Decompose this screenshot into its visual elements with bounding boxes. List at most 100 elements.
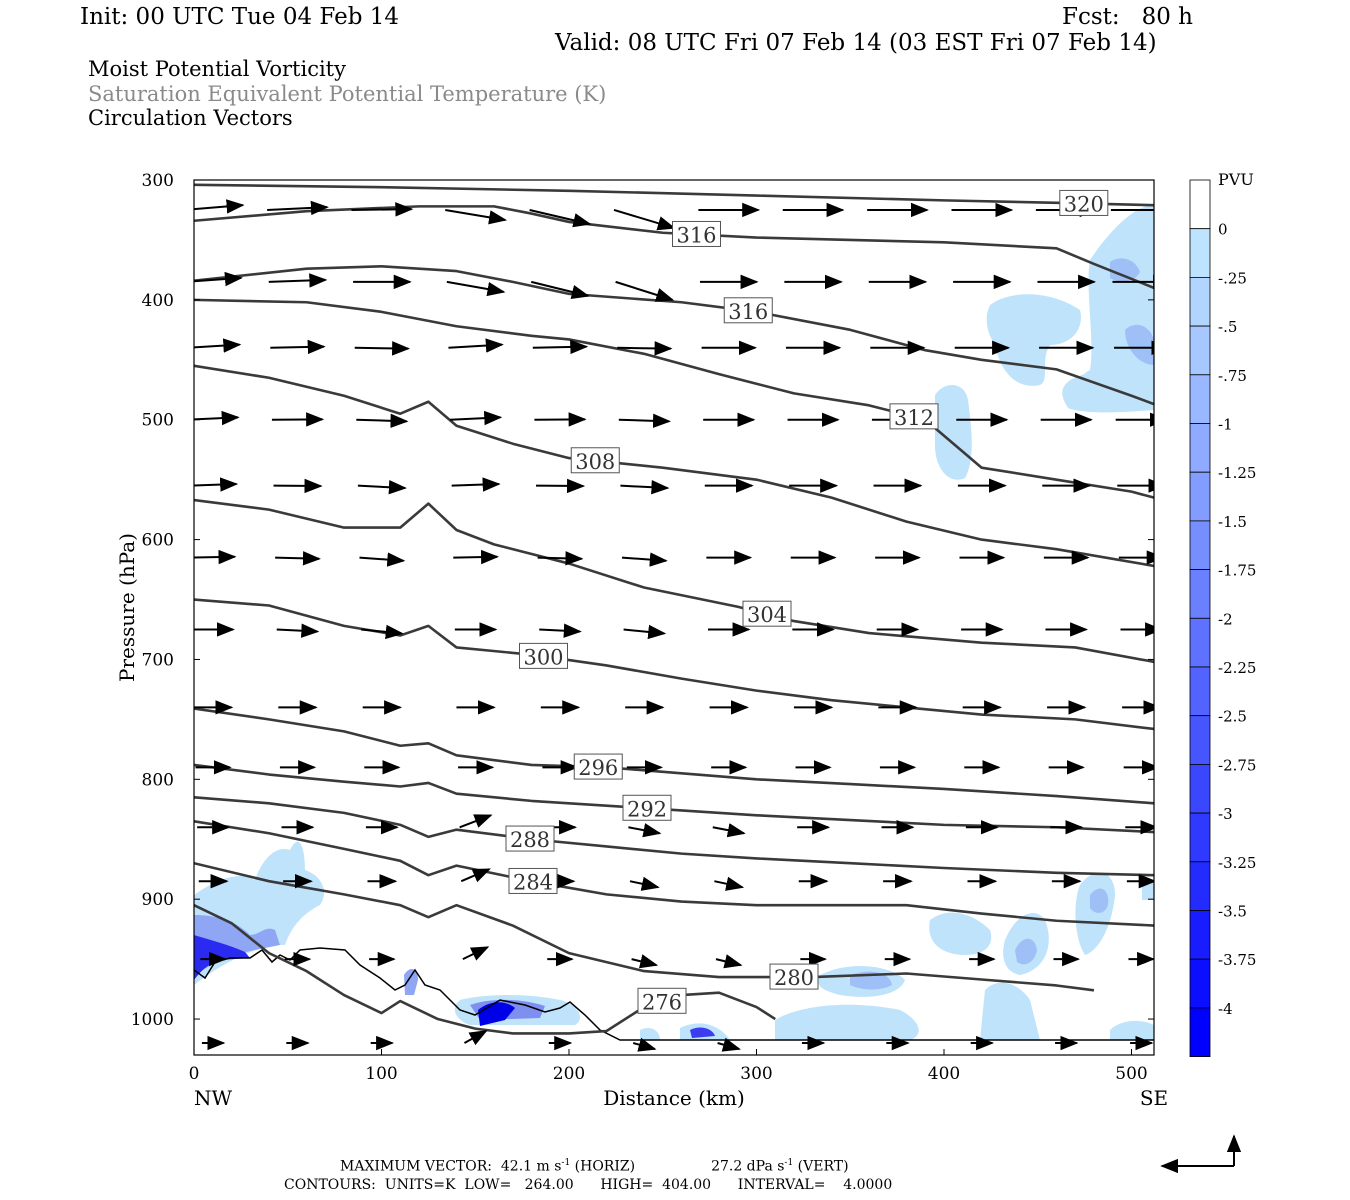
theta-e-contour	[194, 763, 1154, 834]
colorbar-level-label: -2.75	[1218, 756, 1256, 774]
circulation-vector	[453, 549, 500, 565]
circulation-vector	[613, 209, 676, 231]
colorbar-swatch	[1189, 617, 1211, 668]
circulation-vector	[462, 946, 490, 961]
x-tick-label: 200	[553, 1064, 585, 1084]
circulation-vector	[628, 823, 662, 838]
valid-time: Valid: 08 UTC Fri 07 Feb 14 (03 EST Fri …	[555, 30, 1157, 56]
max-vert-value: 27.2 dPa s	[711, 1158, 785, 1175]
x-tick-label: 500	[1115, 1064, 1147, 1084]
theta-e-contour	[194, 707, 1154, 805]
colorbar-swatch	[1189, 764, 1211, 814]
circulation-vector	[450, 410, 503, 426]
circulation-vector	[712, 823, 746, 838]
exp-superscript-2: -1	[784, 1158, 794, 1168]
colorbar-level-label: -1.5	[1218, 513, 1247, 531]
contour-label: 300	[523, 645, 563, 669]
colorbar-level-label: -2.5	[1218, 708, 1247, 726]
contour-label-box	[637, 987, 687, 1014]
x-tick-label: 0	[189, 1064, 200, 1084]
colorbar-swatch	[1189, 179, 1211, 230]
plot-frame	[193, 179, 1155, 1056]
x-tick-label: 400	[928, 1064, 960, 1084]
colorbar-swatch	[1189, 569, 1211, 619]
x-tick-label: 300	[740, 1064, 772, 1084]
theta-e-contour	[194, 819, 1154, 927]
colorbar-level-label: -4	[1218, 1000, 1233, 1018]
theta-e-contour	[194, 183, 1154, 207]
contour-label-box	[1059, 189, 1109, 216]
circulation-vector	[631, 954, 659, 969]
exp-superscript: -1	[561, 1158, 571, 1168]
contour-label-box	[508, 867, 558, 894]
colorbar-swatch	[1189, 958, 1211, 1009]
contour-label-box	[573, 753, 623, 780]
circulation-vector	[539, 623, 582, 638]
contour-label-box	[723, 297, 773, 324]
y-tick-label: 800	[142, 770, 174, 790]
circulation-vector	[618, 413, 671, 429]
colorbar-swatch	[1189, 423, 1211, 473]
colorbar-swatch	[1189, 471, 1211, 522]
circulation-vector	[267, 200, 329, 216]
y-tick-label: 500	[142, 411, 174, 431]
y-tick-label: 900	[142, 890, 174, 910]
colorbar-swatch	[1189, 812, 1211, 863]
circulation-vector	[451, 477, 501, 492]
theta-e-contour	[194, 265, 1154, 406]
contour-label: 316	[728, 300, 768, 324]
circulation-vector	[354, 341, 411, 356]
circulation-vector	[632, 1037, 657, 1052]
circulation-vector	[194, 549, 237, 565]
theta-e-contour	[194, 364, 1154, 568]
colorbar-swatch	[1189, 374, 1211, 424]
circulation-vector	[621, 552, 668, 567]
contour-label-box	[889, 403, 939, 430]
contour-label: 312	[894, 406, 934, 430]
colorbar-level-label: -3.25	[1218, 854, 1256, 872]
colorbar-unit: PVU	[1218, 170, 1254, 189]
contour-label-box	[769, 963, 819, 990]
circulation-vector	[194, 271, 243, 287]
contour-label: 292	[627, 797, 667, 821]
circulation-vector	[194, 199, 245, 214]
circulation-vector	[715, 954, 743, 969]
contour-label: 308	[575, 450, 615, 474]
contour-label-box	[672, 220, 721, 247]
init-time: Init: 00 UTC Tue 04 Feb 14	[80, 4, 400, 30]
field-title-vectors: Circulation Vectors	[88, 106, 293, 130]
circulation-vector	[714, 876, 745, 891]
field-title-mpv: Moist Potential Vorticity	[88, 57, 346, 81]
circulation-vector	[529, 208, 592, 228]
colorbar-level-label: -.5	[1218, 318, 1237, 336]
pv-shading	[194, 205, 1154, 1040]
circulation-vector	[445, 208, 508, 225]
theta-e-contour	[194, 205, 1154, 290]
terrain-outline	[194, 947, 1154, 1041]
reference-vector	[1160, 1134, 1242, 1174]
circulation-vector	[194, 477, 239, 492]
theta-e-contour	[194, 795, 1154, 877]
circulation-vector	[357, 480, 407, 495]
circulation-vector	[351, 202, 414, 217]
x-end-label-se: SE	[1140, 1086, 1168, 1110]
circulation-vector	[620, 480, 670, 495]
contour-label: 320	[1064, 192, 1104, 216]
colorbar-level-label: -2.25	[1218, 659, 1256, 677]
y-tick-label: 700	[142, 650, 174, 670]
contour-label-box	[570, 447, 620, 474]
colorbar-level-label: -.75	[1218, 367, 1247, 385]
y-tick-label: 600	[142, 531, 174, 551]
contour-label: 280	[774, 966, 814, 990]
y-tick-label: 300	[142, 171, 174, 191]
x-tick-label: 100	[365, 1064, 397, 1084]
y-tick-label: 1000	[131, 1010, 174, 1030]
circulation-vector	[361, 624, 404, 640]
theta-e-contour	[194, 298, 1154, 499]
colorbar-level-label: -1.25	[1218, 464, 1256, 482]
circulation-vector	[615, 280, 675, 302]
y-tick-label: 400	[142, 291, 174, 311]
colorbar-swatch	[1189, 228, 1211, 278]
circulation-vector	[276, 623, 320, 638]
